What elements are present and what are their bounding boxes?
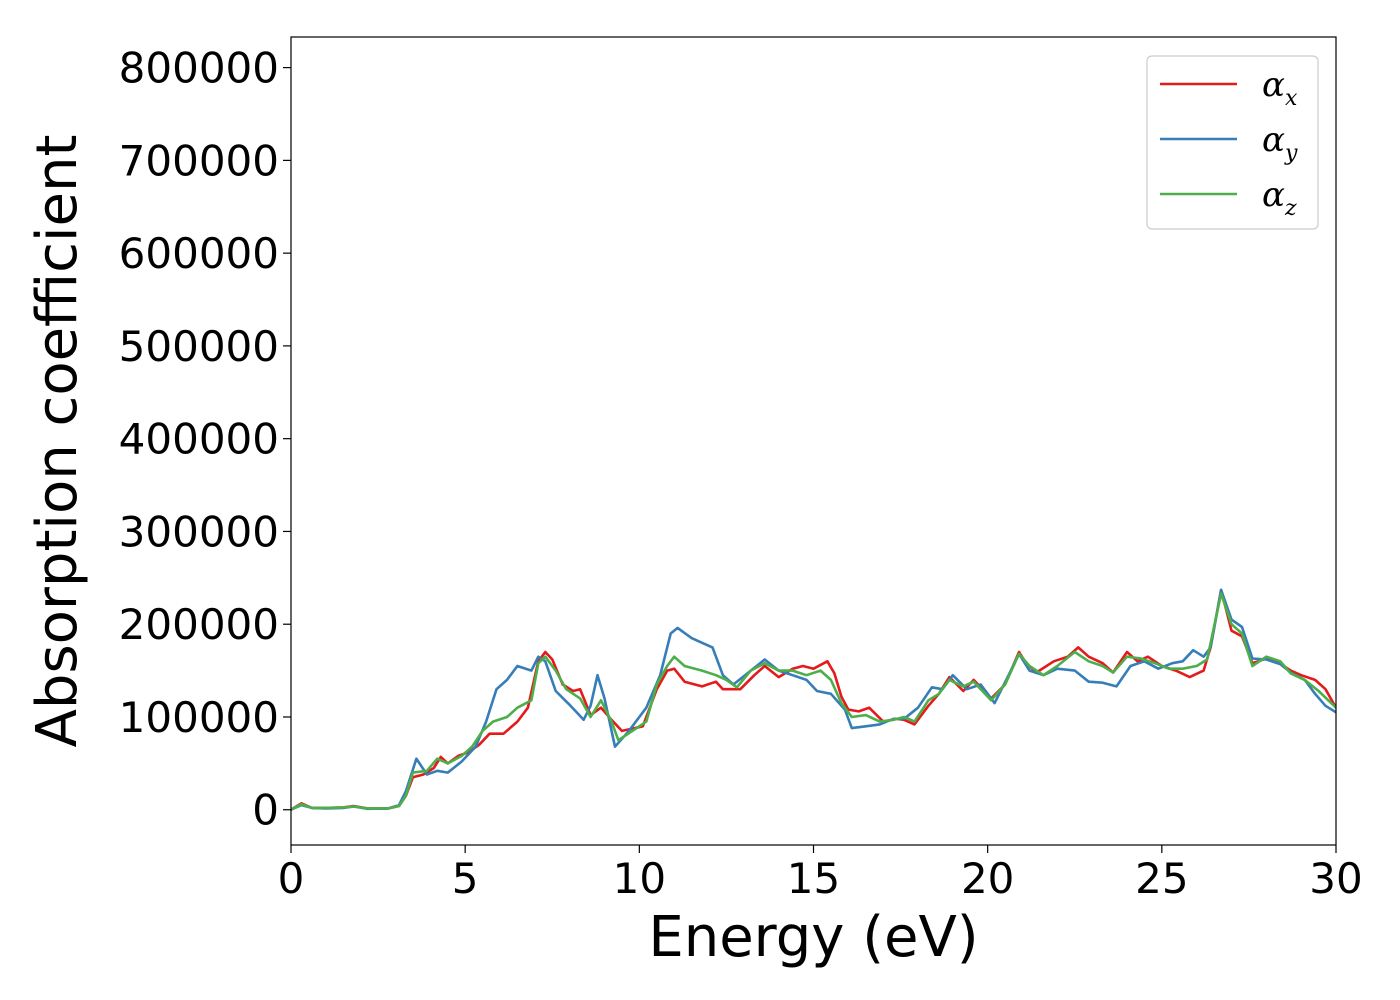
y-tick-label: 400000 bbox=[119, 415, 279, 464]
y-tick-label: 100000 bbox=[119, 693, 279, 742]
legend: αx αy αz bbox=[1146, 55, 1319, 230]
y-tick-label: 700000 bbox=[119, 136, 279, 185]
y-tick-label: 800000 bbox=[119, 44, 279, 93]
legend-box bbox=[1146, 55, 1319, 230]
x-tick-label: 25 bbox=[1135, 854, 1188, 903]
series-line-x bbox=[291, 588, 1336, 811]
y-tick-label: 200000 bbox=[119, 600, 279, 649]
x-tick-label: 15 bbox=[787, 854, 840, 903]
x-tick-label: 0 bbox=[278, 854, 305, 903]
series-line-z bbox=[291, 592, 1336, 811]
y-tick-label: 300000 bbox=[119, 507, 279, 556]
x-tick-label: 30 bbox=[1309, 854, 1362, 903]
legend-label-z: αz bbox=[1262, 175, 1297, 221]
x-tick-label: 10 bbox=[613, 854, 666, 903]
series-line-y bbox=[291, 588, 1336, 811]
y-tick-label: 0 bbox=[252, 786, 279, 835]
x-tick-label: 5 bbox=[452, 854, 479, 903]
legend-label-x: αx bbox=[1262, 65, 1298, 111]
x-tick-label: 20 bbox=[961, 854, 1014, 903]
y-tick-label: 600000 bbox=[119, 229, 279, 278]
y-tick-label: 500000 bbox=[119, 322, 279, 371]
x-axis-title: Energy (eV) bbox=[648, 905, 978, 970]
y-axis-title: Absorption coefficient bbox=[25, 135, 90, 748]
legend-label-y: αy bbox=[1262, 120, 1298, 166]
